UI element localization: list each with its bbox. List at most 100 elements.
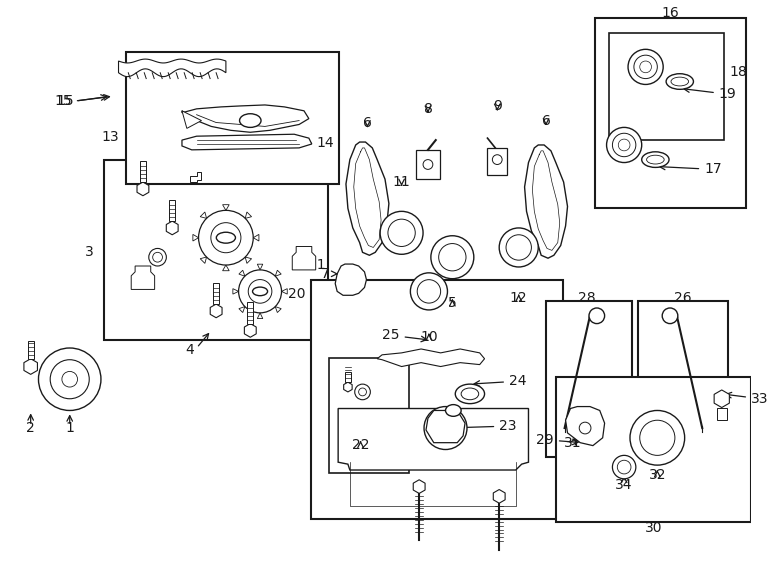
Text: 31: 31	[564, 435, 581, 450]
Text: 30: 30	[644, 521, 662, 535]
Text: 1: 1	[65, 421, 74, 435]
Polygon shape	[293, 246, 316, 270]
Ellipse shape	[445, 404, 461, 416]
Circle shape	[153, 252, 163, 262]
Text: 13: 13	[102, 130, 120, 144]
Polygon shape	[345, 372, 351, 382]
Text: 11: 11	[392, 175, 410, 189]
Text: 14: 14	[260, 136, 334, 150]
Circle shape	[431, 236, 474, 279]
Text: 17: 17	[660, 162, 722, 177]
Text: 6: 6	[541, 113, 551, 127]
Circle shape	[149, 248, 167, 266]
Text: 29: 29	[536, 433, 578, 447]
Text: 8: 8	[423, 102, 432, 116]
Polygon shape	[714, 390, 730, 408]
Polygon shape	[131, 266, 154, 289]
Polygon shape	[247, 302, 253, 324]
Polygon shape	[565, 407, 604, 446]
Polygon shape	[244, 324, 257, 337]
Circle shape	[38, 348, 101, 411]
Polygon shape	[377, 349, 485, 367]
Bar	[416, 150, 439, 179]
Polygon shape	[338, 408, 528, 470]
Polygon shape	[245, 212, 252, 218]
Text: 21: 21	[308, 258, 326, 272]
Circle shape	[423, 160, 433, 169]
Polygon shape	[169, 200, 175, 221]
Text: 15: 15	[54, 94, 71, 108]
Polygon shape	[167, 221, 178, 235]
Text: 10: 10	[420, 331, 438, 344]
Polygon shape	[182, 105, 309, 133]
Polygon shape	[214, 283, 219, 304]
Text: 12: 12	[510, 291, 528, 305]
Text: 9: 9	[493, 99, 502, 113]
Polygon shape	[223, 265, 229, 271]
Polygon shape	[275, 307, 281, 312]
Text: 22: 22	[352, 438, 369, 452]
Ellipse shape	[253, 287, 267, 296]
Circle shape	[359, 388, 366, 396]
Polygon shape	[257, 264, 263, 270]
Text: 15: 15	[56, 94, 74, 108]
Polygon shape	[413, 480, 425, 494]
Bar	[104, 160, 329, 340]
Text: 25: 25	[382, 328, 427, 342]
Text: 16: 16	[661, 6, 679, 20]
Ellipse shape	[666, 74, 694, 89]
Polygon shape	[182, 134, 312, 150]
Circle shape	[380, 212, 423, 254]
Circle shape	[630, 411, 684, 465]
Bar	[556, 377, 751, 522]
Circle shape	[499, 228, 538, 267]
Circle shape	[239, 270, 282, 313]
Text: 28: 28	[578, 291, 596, 305]
Text: 34: 34	[615, 478, 633, 492]
Polygon shape	[257, 313, 263, 319]
Ellipse shape	[461, 388, 478, 400]
Polygon shape	[200, 212, 207, 218]
Polygon shape	[190, 172, 201, 182]
Polygon shape	[253, 235, 259, 241]
Polygon shape	[233, 289, 239, 294]
Circle shape	[640, 61, 651, 73]
Circle shape	[628, 49, 664, 85]
Polygon shape	[193, 235, 199, 241]
Bar	[637, 301, 727, 457]
Circle shape	[439, 244, 466, 271]
Text: 26: 26	[674, 291, 691, 305]
Circle shape	[640, 420, 675, 455]
Polygon shape	[346, 142, 389, 255]
Text: 32: 32	[648, 468, 666, 482]
Bar	[329, 358, 409, 473]
Bar	[488, 148, 507, 175]
Text: 6: 6	[363, 117, 372, 130]
Circle shape	[612, 455, 636, 479]
Polygon shape	[426, 411, 465, 443]
Circle shape	[50, 360, 89, 399]
Circle shape	[618, 139, 630, 151]
Circle shape	[388, 219, 415, 246]
Text: 2: 2	[26, 421, 35, 435]
Ellipse shape	[217, 232, 236, 243]
Polygon shape	[282, 289, 287, 294]
Polygon shape	[493, 490, 505, 503]
Text: 7: 7	[321, 267, 329, 281]
Ellipse shape	[240, 114, 261, 127]
Polygon shape	[335, 264, 366, 296]
Polygon shape	[525, 145, 568, 258]
Circle shape	[607, 127, 642, 162]
Polygon shape	[137, 182, 149, 196]
Circle shape	[589, 308, 604, 324]
Polygon shape	[28, 341, 34, 359]
Circle shape	[199, 210, 253, 265]
Text: 19: 19	[684, 87, 737, 101]
Circle shape	[248, 280, 272, 303]
Ellipse shape	[671, 77, 689, 86]
Circle shape	[612, 133, 636, 157]
Circle shape	[617, 460, 631, 474]
Circle shape	[417, 280, 441, 303]
Polygon shape	[140, 161, 146, 182]
Polygon shape	[717, 408, 727, 420]
